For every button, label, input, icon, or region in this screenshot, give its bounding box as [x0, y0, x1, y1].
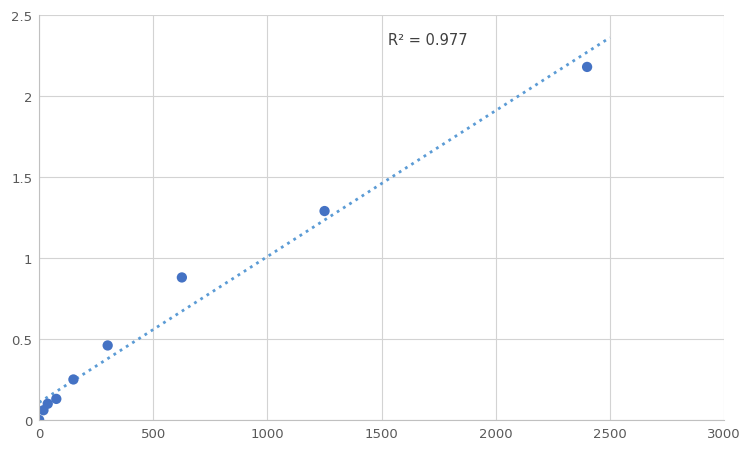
Point [33, 416, 45, 423]
Point [68, 376, 80, 383]
Point [319, 208, 331, 215]
Text: R² = 0.977: R² = 0.977 [389, 33, 468, 48]
Point [102, 342, 114, 349]
Point [581, 64, 593, 71]
Point [50, 396, 62, 403]
Point [38, 407, 50, 414]
Point [41, 400, 53, 407]
Point [176, 274, 188, 281]
